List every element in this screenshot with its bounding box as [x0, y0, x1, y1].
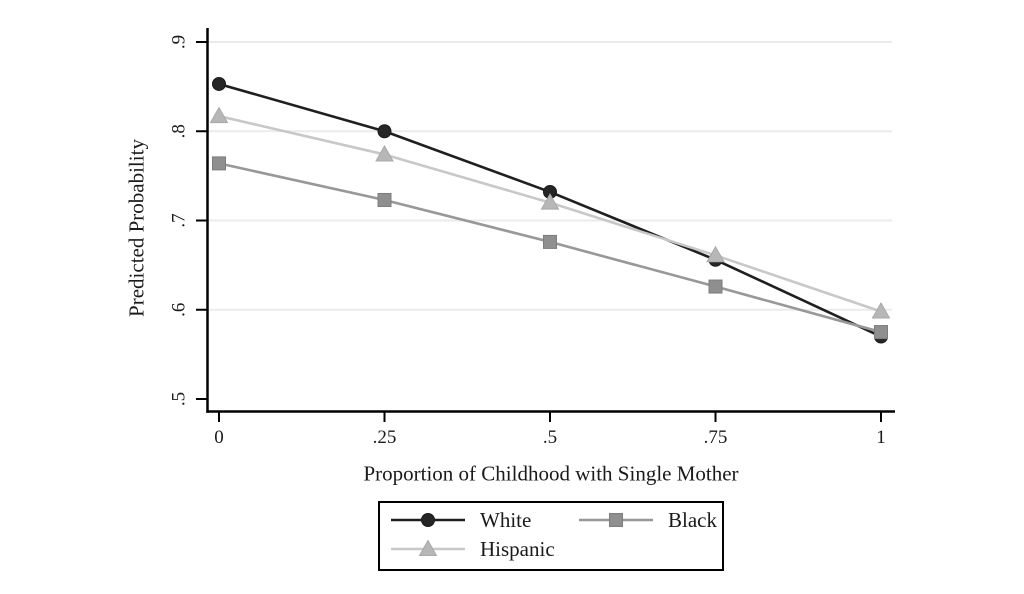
marker-black-3: [708, 279, 723, 294]
legend-sample-white: [391, 513, 465, 527]
legend-sample-hispanic: [391, 539, 465, 556]
y-tick-label: .6: [169, 303, 190, 317]
marker-white-1: [377, 124, 392, 139]
marker-black-1: [377, 192, 392, 207]
legend-marker-black: [609, 513, 623, 527]
x-tick-label: .25: [373, 427, 397, 448]
marker-black-2: [543, 234, 557, 249]
marker-black-0: [212, 156, 226, 171]
y-axis-title: Predicted Probability: [124, 139, 149, 317]
marker-black-4: [874, 325, 888, 340]
legend-label: White: [480, 507, 532, 532]
legend: White Black Hispanic: [378, 501, 724, 571]
legend-item-black: Black: [578, 507, 717, 533]
x-tick-label: 1: [876, 427, 886, 448]
y-tick-label: .7: [169, 213, 190, 227]
y-tick-label: .9: [169, 35, 190, 49]
series-line-hispanic: [218, 114, 882, 313]
marker-hispanic-0: [209, 106, 229, 124]
marker-white-0: [212, 76, 226, 91]
marker-hispanic-3: [706, 245, 725, 263]
marker-hispanic-1: [375, 144, 394, 162]
marker-hispanic-2: [540, 193, 560, 210]
legend-item-hispanic: Hispanic: [390, 536, 555, 562]
series-line-white: [218, 82, 882, 338]
legend-label: Hispanic: [480, 536, 555, 561]
x-tick-label: 0: [214, 427, 224, 448]
x-axis-title: Proportion of Childhood with Single Moth…: [363, 461, 739, 486]
legend-marker-hispanic: [418, 539, 438, 556]
y-tick-label: .8: [169, 124, 190, 138]
x-tick-label: .5: [543, 427, 557, 448]
x-tick-label: .75: [704, 427, 728, 448]
legend-sample-black: [579, 513, 653, 527]
legend-item-white: White: [390, 507, 531, 533]
y-tick-label: .5: [169, 392, 190, 406]
legend-marker-white: [421, 513, 435, 527]
legend-label: Black: [668, 507, 717, 532]
marker-hispanic-4: [871, 302, 891, 319]
